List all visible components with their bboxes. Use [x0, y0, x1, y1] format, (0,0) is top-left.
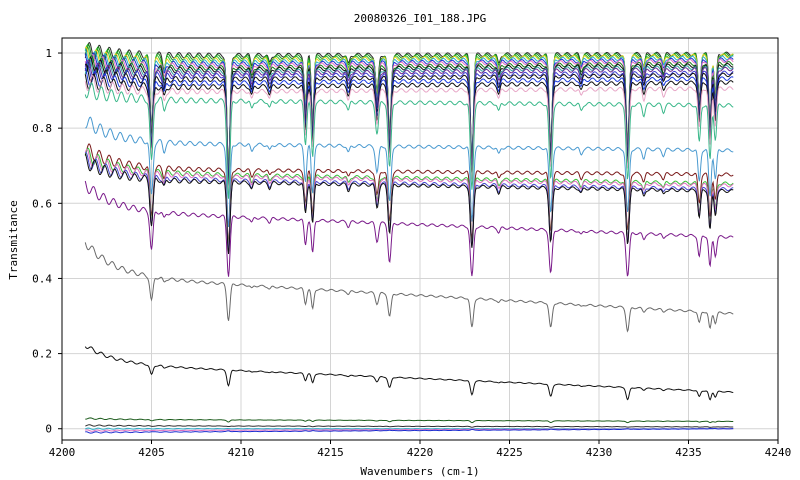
spectrum-series-line	[84, 242, 734, 333]
spectrum-series-line	[84, 74, 734, 194]
x-tick-label: 4205	[138, 446, 165, 459]
x-axis: 4200 4205 4210 4215 4220 4225 4230 4235 4240	[49, 440, 792, 459]
spectrum-series-line	[84, 180, 734, 277]
x-tick-label: 4215	[317, 446, 344, 459]
x-tick-label: 4220	[407, 446, 434, 459]
spectrum-series-line	[84, 148, 734, 249]
spectrum-series-line	[84, 147, 734, 247]
y-axis: 0 0.2 0.4 0.6 0.8 1	[32, 47, 62, 436]
y-tick-label: 0.2	[32, 348, 52, 361]
y-tick-label: 1	[45, 47, 52, 60]
x-tick-label: 4225	[496, 446, 523, 459]
spectrum-series-line	[84, 82, 734, 199]
spectrum-series-line	[84, 48, 734, 174]
chart-title: 20080326_I01_188.JPG	[354, 12, 486, 25]
spectrum-series-line	[85, 151, 734, 253]
spectrum-series-line	[84, 73, 734, 191]
y-tick-label: 0.4	[32, 272, 52, 285]
spectrum-series-line	[84, 346, 734, 401]
y-tick-label: 0.8	[32, 122, 52, 135]
x-tick-label: 4200	[49, 446, 76, 459]
y-tick-label: 0	[45, 423, 52, 436]
y-axis-title: Transmitance	[7, 200, 20, 279]
spectrum-series-line	[85, 116, 734, 228]
spectrum-series-line	[85, 424, 734, 428]
x-tick-label: 4230	[586, 446, 613, 459]
y-tick-label: 0.6	[32, 197, 52, 210]
spectrum-series-line	[85, 417, 734, 424]
x-tick-label: 4235	[675, 446, 702, 459]
spectrum-series-line	[84, 153, 734, 255]
spectrum-series-line	[85, 427, 734, 434]
series-group	[84, 41, 734, 434]
spectrum-series-line	[84, 143, 734, 244]
x-axis-title: Wavenumbers (cm-1)	[360, 465, 479, 478]
x-tick-label: 4210	[228, 446, 255, 459]
x-tick-label: 4240	[765, 446, 792, 459]
